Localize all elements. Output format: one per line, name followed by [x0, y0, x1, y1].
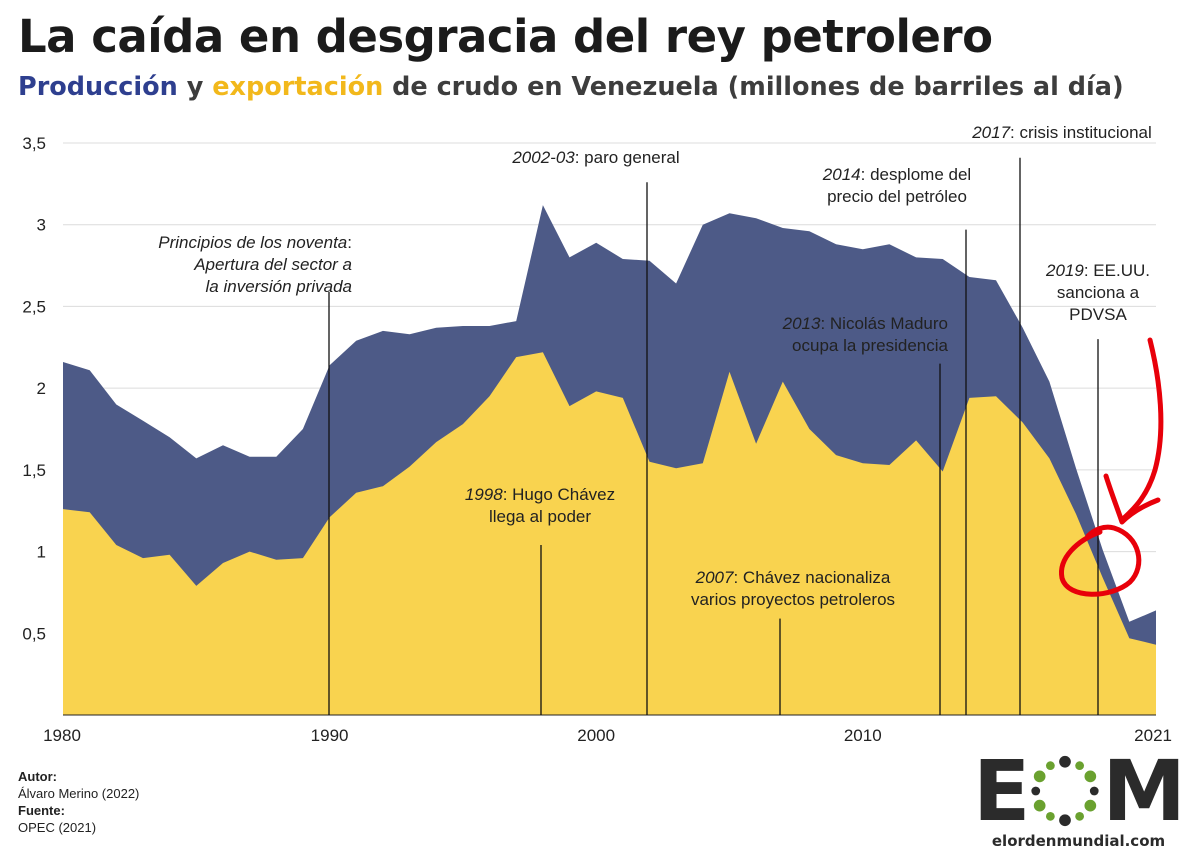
logo-dot [1075, 811, 1085, 821]
author-label: Autor: [18, 769, 57, 784]
red-arrow-shaft [1119, 337, 1164, 523]
logo-dot [1059, 755, 1072, 768]
y-tick-label: 3,5 [22, 134, 46, 153]
annotation-text: Apertura del sector a [193, 255, 352, 274]
annotation-text: 2007: Chávez nacionaliza [695, 568, 891, 587]
annotation-text: ocupa la presidencia [792, 336, 948, 355]
logo-ring-icon [1031, 755, 1100, 827]
annotation-text: 2013: Nicolás Maduro [782, 314, 948, 333]
logo-dot [1084, 799, 1097, 812]
author-name: Álvaro Merino (2022) [18, 786, 140, 801]
annotation-text: PDVSA [1069, 305, 1127, 324]
logo-url: elordenmundial.com [991, 832, 1166, 850]
logo-letter-e: E [973, 742, 1030, 840]
annotation-text: Principios de los noventa: [158, 233, 352, 252]
annotation-text: precio del petróleo [827, 187, 967, 206]
logo-dot [1090, 786, 1100, 796]
annotation-text: 2017: crisis institucional [971, 123, 1152, 142]
chart-title: La caída en desgracia del rey petrolero [18, 10, 993, 63]
logo-dot [1046, 761, 1056, 771]
red-circle [1059, 524, 1142, 597]
logo-dot [1075, 761, 1085, 771]
logo-dot [1059, 814, 1072, 827]
y-tick-label: 3 [37, 216, 46, 235]
logo-dot [1046, 811, 1056, 821]
subtitle-export-word: exportación [212, 72, 384, 102]
annotation-text: 1998: Hugo Chávez [465, 485, 615, 504]
chart-subtitle: Producción y exportación de crudo en Ven… [18, 72, 1124, 102]
source-label: Fuente: [18, 803, 65, 818]
subtitle-rest: de crudo en Venezuela (millones de barri… [383, 72, 1124, 102]
y-tick-label: 1,5 [22, 461, 46, 480]
area-export [63, 352, 1156, 715]
y-tick-label: 1 [37, 543, 46, 562]
annotation-text: 2019: EE.UU. [1045, 261, 1150, 280]
source-name: OPEC (2021) [18, 820, 97, 835]
x-tick-label: 2010 [844, 726, 882, 745]
subtitle-production-word: Producción [18, 72, 178, 102]
annotation-text: 2002-03: paro general [511, 148, 679, 167]
annotation-text: sanciona a [1057, 283, 1140, 302]
x-tick-label: 2000 [577, 726, 615, 745]
x-tick-label: 1990 [311, 726, 349, 745]
y-tick-label: 2 [37, 379, 46, 398]
logo-dot [1034, 799, 1046, 812]
eom-logo: E M elordenmundial.com [973, 742, 1186, 850]
subtitle-connector: y [177, 72, 213, 102]
annotation-text: la inversión privada [206, 277, 352, 296]
annotation-text: 2014: desplome del [822, 165, 971, 184]
logo-letter-m: M [1102, 742, 1186, 840]
x-tick-label: 2021 [1134, 726, 1172, 745]
annotation-text: varios proyectos petroleros [691, 590, 895, 609]
x-tick-label: 1980 [43, 726, 81, 745]
red-arrow-head [1103, 473, 1161, 525]
credits: Autor: Álvaro Merino (2022) Fuente: OPEC… [18, 768, 139, 836]
logo-dot [1084, 770, 1097, 783]
y-tick-label: 0,5 [22, 624, 46, 643]
logo-dot [1031, 786, 1041, 796]
y-tick-label: 2,5 [22, 297, 46, 316]
logo-dot [1034, 770, 1046, 783]
annotation-text: llega al poder [489, 507, 591, 526]
